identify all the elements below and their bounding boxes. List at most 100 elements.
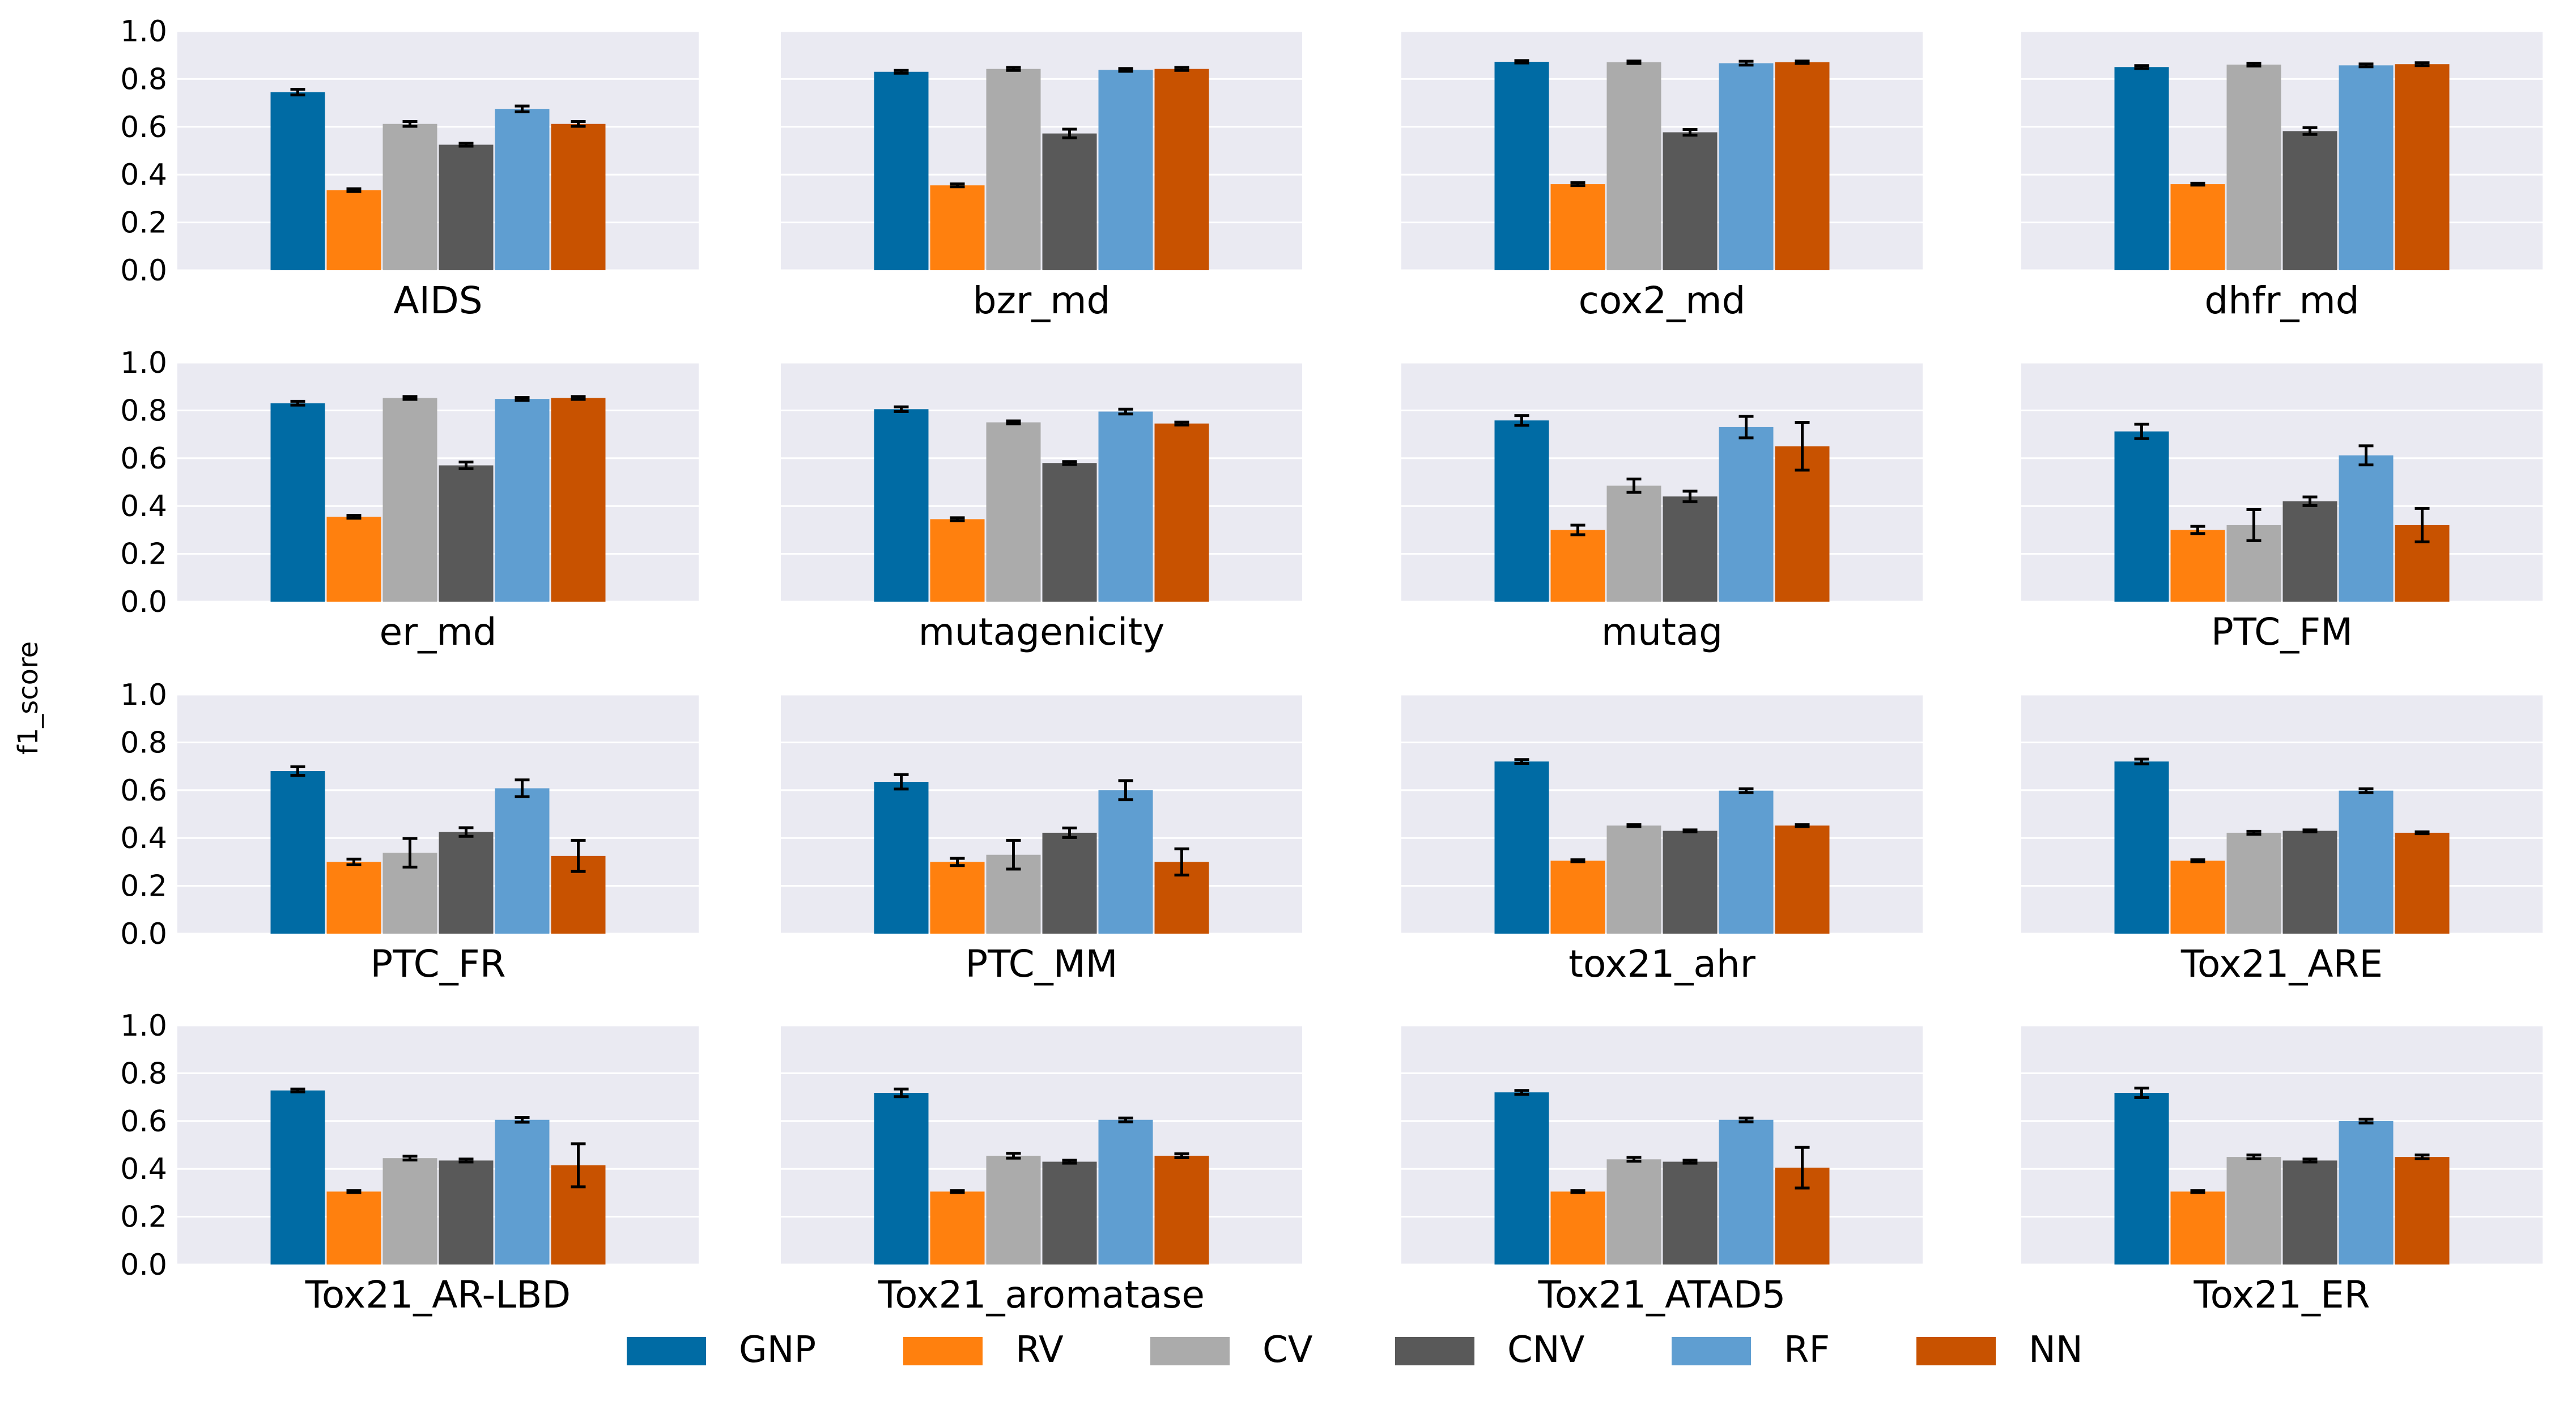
error-bar-ptc-mm-rv (950, 857, 965, 867)
panel-background (781, 363, 1302, 602)
error-bar-bzr-md-nn (1174, 66, 1189, 72)
panel-title: Tox21_ER (2193, 1273, 2370, 1317)
y-tick-label: 0.2 (120, 206, 167, 240)
bar-aids-gnp (270, 92, 325, 271)
legend-label: CV (1263, 1329, 1313, 1371)
error-bar-tox21-ar-lbd-cv (402, 1155, 418, 1162)
bar-tox21-ahr-cnv (1663, 831, 1718, 934)
y-tick-label: 0.6 (120, 442, 167, 476)
error-bar-ptc-mm-cv (1006, 838, 1021, 871)
y-tick-label: 0.2 (120, 870, 167, 904)
panel-title: Tox21_AR-LBD (305, 1273, 571, 1317)
y-tick-label: 0.0 (120, 585, 167, 619)
y-tick-label: 0.2 (120, 1200, 167, 1234)
panel-background (1401, 363, 1923, 602)
bar-tox21-are-nn (2395, 832, 2450, 934)
bar-bzr-md-cv (986, 69, 1041, 271)
panel-tox21-aromatase: Tox21_aromatase (781, 1024, 1302, 1317)
error-bar-tox21-atad5-nn (1795, 1146, 1810, 1190)
panel-background (1401, 695, 1923, 934)
bar-ptc-mm-rv (930, 862, 985, 934)
panel-background (177, 363, 699, 602)
bar-bzr-md-cnv (1042, 133, 1097, 270)
bar-tox21-are-cv (2226, 832, 2281, 934)
panel-title: AIDS (393, 279, 482, 322)
error-bar-er-md-rf (515, 396, 530, 402)
error-bar-aids-rf (515, 104, 530, 113)
error-bar-cox2-md-gnp (1514, 59, 1529, 65)
bar-aids-nn (551, 124, 606, 270)
bar-ptc-fr-gnp (270, 771, 325, 934)
bar-dhfr-md-cv (2226, 65, 2281, 270)
bar-er-md-gnp (270, 403, 325, 602)
panels-layer: 0.0 0.2 0.4 0.6 0.8 1.0 AIDS bzr_md cox2_md dhfr_… (120, 15, 2543, 1317)
legend-swatch (1150, 1337, 1230, 1365)
y-tick-label: 0.4 (120, 1152, 167, 1186)
bar-tox21-aromatase-gnp (874, 1093, 929, 1264)
error-bar-tox21-are-rf (2358, 787, 2374, 794)
bar-ptc-fr-rv (326, 862, 381, 934)
bar-mutagenicity-rv (930, 519, 985, 602)
error-bar-ptc-fr-rf (515, 778, 530, 798)
legend-swatch (1672, 1337, 1751, 1365)
error-bar-er-md-gnp (290, 399, 305, 407)
legend-swatch (627, 1337, 706, 1365)
panel-title: bzr_md (973, 279, 1111, 322)
y-tick-label: 1.0 (120, 1009, 167, 1043)
legend-label: NN (2029, 1329, 2083, 1371)
panel-background (2021, 695, 2543, 934)
y-tick-label: 0.8 (120, 726, 167, 760)
error-bar-cox2-md-nn (1795, 59, 1810, 65)
error-bar-cox2-md-cv (1626, 59, 1642, 65)
panel-tox21-ar-lbd: 0.0 0.2 0.4 0.6 0.8 1.0 Tox21_AR-LBD (120, 1009, 699, 1317)
panel-cox2-md: cox2_md (1401, 30, 1923, 322)
bar-aids-cv (382, 124, 437, 270)
error-bar-ptc-fm-nn (2415, 506, 2430, 543)
error-bar-ptc-fr-nn (571, 838, 586, 873)
error-bar-dhfr-md-cv (2246, 62, 2262, 68)
error-bar-tox21-ahr-cv (1626, 823, 1642, 828)
error-bar-tox21-atad5-rf (1738, 1116, 1754, 1123)
error-bar-tox21-ahr-cnv (1682, 828, 1698, 833)
bar-tox21-are-gnp (2114, 761, 2169, 934)
bar-tox21-ahr-rf (1719, 790, 1774, 934)
error-bar-er-md-nn (571, 395, 586, 401)
y-tick-label: 0.0 (120, 254, 167, 288)
bar-tox21-atad5-rf (1719, 1119, 1774, 1264)
bar-tox21-aromatase-nn (1154, 1155, 1209, 1264)
y-tick-label: 0.6 (120, 774, 167, 808)
panel-background (177, 31, 699, 270)
error-bar-bzr-md-rf (1118, 67, 1133, 73)
error-bar-ptc-fr-gnp (290, 765, 305, 777)
error-bar-aids-cv (402, 120, 418, 128)
bar-er-md-nn (551, 398, 606, 602)
panel-title: Tox21_ARE (2180, 942, 2383, 986)
error-bar-tox21-ar-lbd-nn (571, 1142, 586, 1189)
bar-bzr-md-gnp (874, 71, 929, 271)
error-bar-tox21-er-cnv (2302, 1157, 2318, 1164)
panel-title: tox21_ahr (1568, 942, 1756, 986)
y-axis-label: f1_score (12, 641, 44, 755)
error-bar-ptc-fm-gnp (2134, 423, 2149, 440)
panel-aids: 0.0 0.2 0.4 0.6 0.8 1.0 AIDS (120, 15, 699, 322)
panel-er-md: 0.0 0.2 0.4 0.6 0.8 1.0 er_md (120, 346, 699, 654)
bar-mutag-nn (1775, 446, 1830, 602)
bar-tox21-ar-lbd-rv (326, 1191, 381, 1264)
bar-tox21-er-cv (2226, 1157, 2281, 1264)
error-bar-tox21-are-cnv (2302, 828, 2318, 833)
error-bar-bzr-md-gnp (894, 69, 909, 75)
y-tick-label: 1.0 (120, 346, 167, 380)
legend-swatch (1395, 1337, 1474, 1365)
error-bar-dhfr-md-rf (2358, 62, 2374, 69)
bar-mutagenicity-nn (1154, 423, 1209, 602)
bar-tox21-ahr-nn (1775, 825, 1830, 934)
error-bar-mutagenicity-rv (950, 516, 965, 522)
bar-cox2-md-gnp (1494, 62, 1549, 271)
legend-label: RF (1784, 1329, 1830, 1371)
legend-item-gnp: GNP (627, 1329, 816, 1371)
bar-bzr-md-rf (1098, 70, 1153, 270)
bar-tox21-aromatase-rf (1098, 1119, 1153, 1264)
bar-bzr-md-rv (930, 185, 985, 270)
error-bar-ptc-fr-rv (346, 857, 362, 866)
